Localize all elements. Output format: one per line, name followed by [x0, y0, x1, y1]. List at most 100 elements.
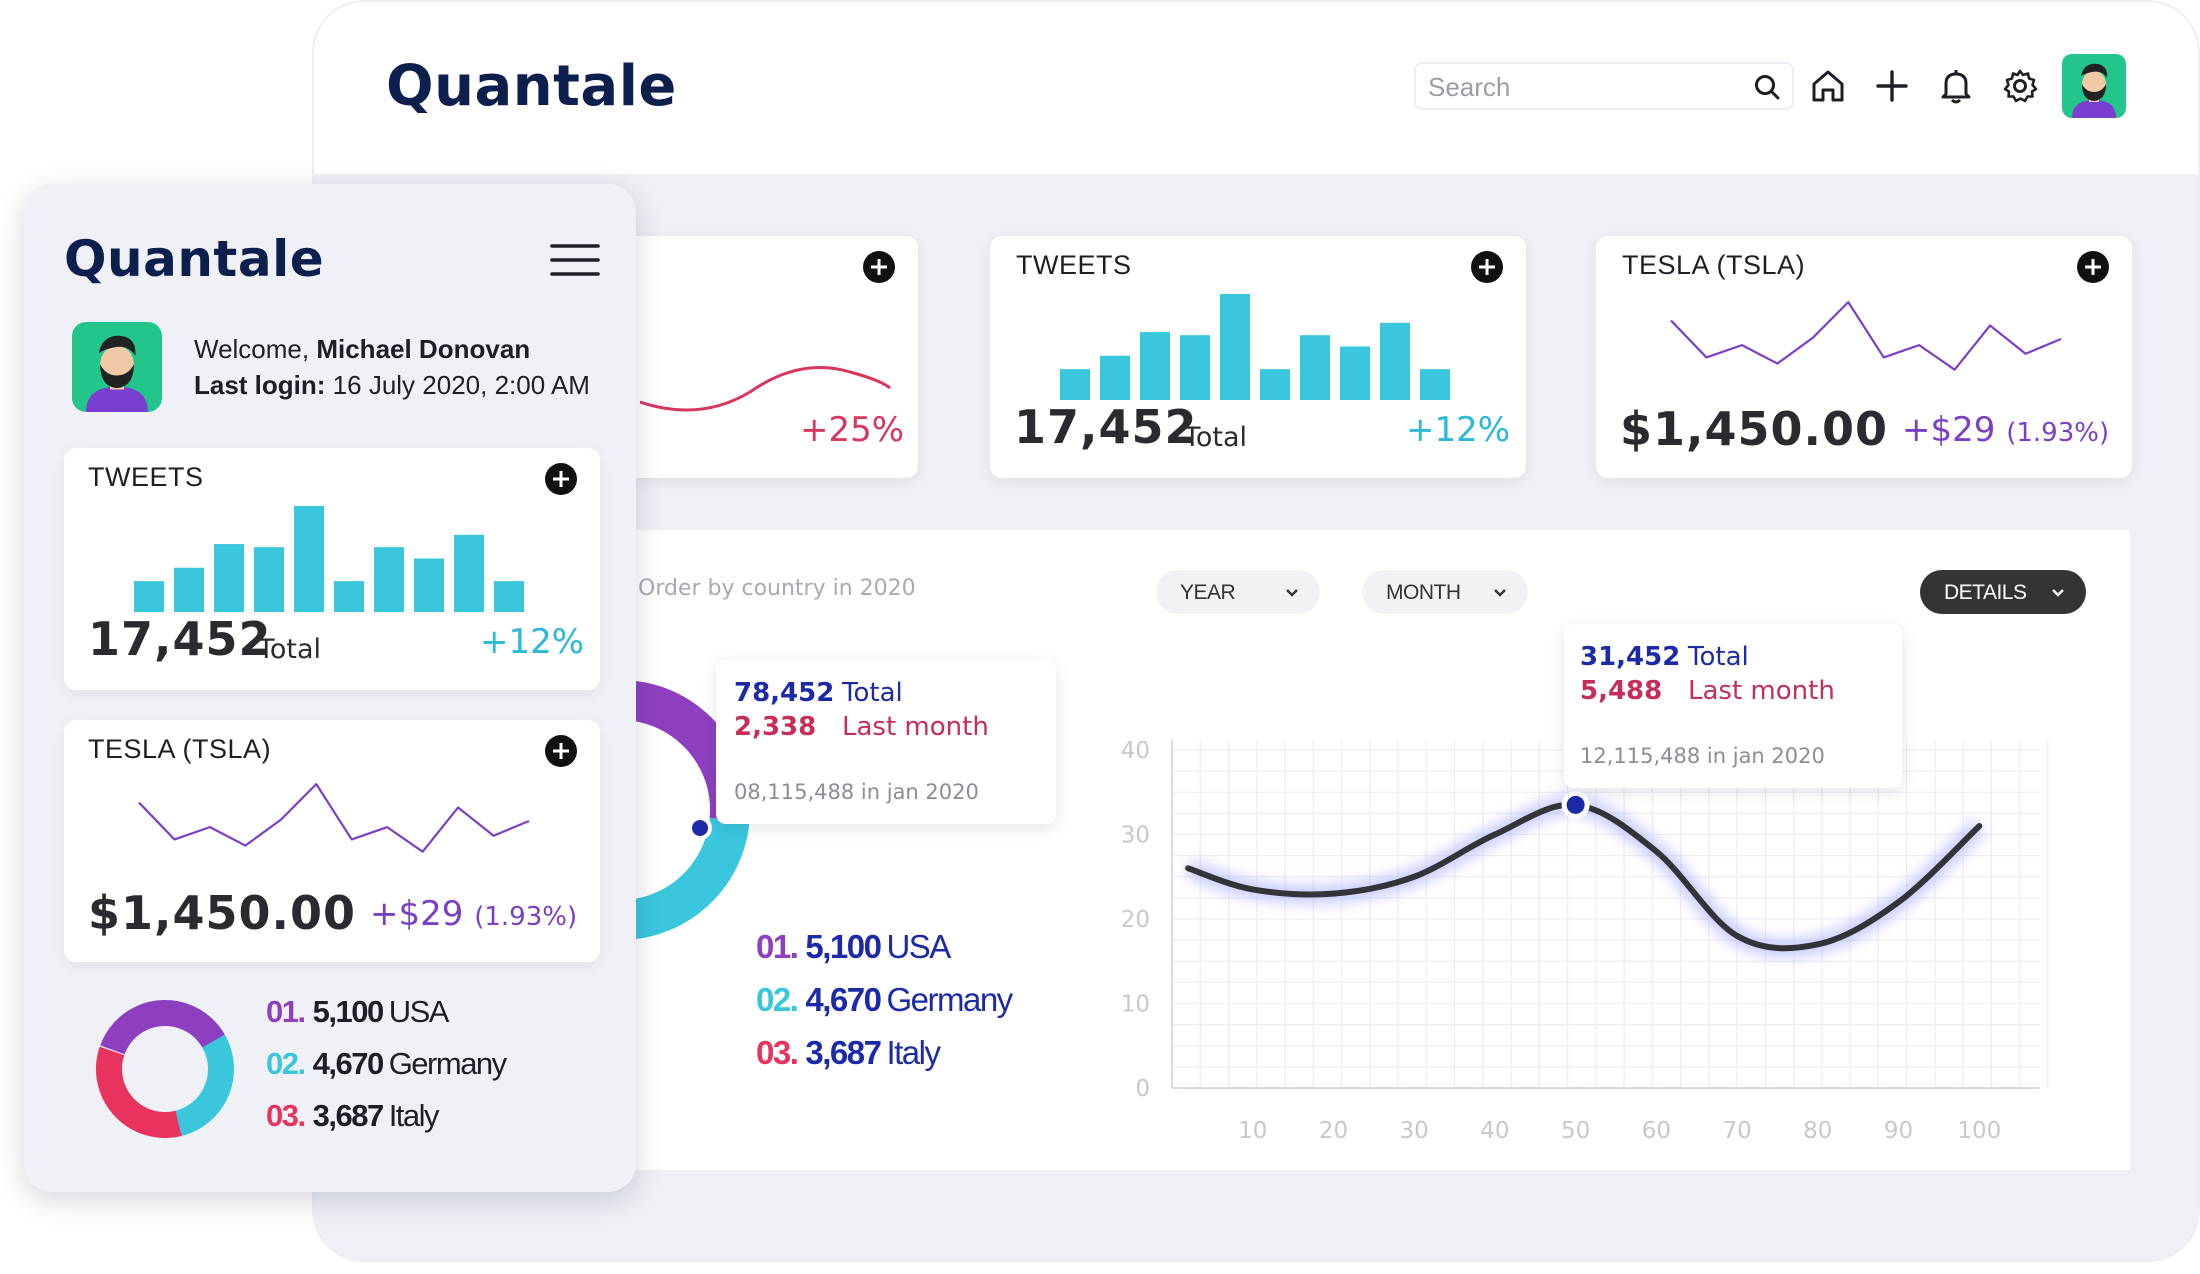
legend-country: Italy [886, 1034, 941, 1071]
legend-rank: 01. [266, 994, 306, 1029]
tesla-change-amount: +$29 [1902, 410, 1996, 450]
x-tick-label: 20 [1319, 1118, 1348, 1144]
brand-logo[interactable]: Quantale [64, 230, 325, 288]
legend-item: 03. 3,687 Italy [756, 1034, 941, 1072]
legend-country: USA [388, 994, 450, 1029]
tip-last-value: 5,488 [1580, 676, 1663, 706]
legend-country: Italy [388, 1098, 440, 1133]
tweets-title: TWEETS [1016, 250, 1132, 280]
tip-total-value: 31,452 [1580, 642, 1681, 672]
avatar[interactable] [72, 322, 162, 412]
bell-icon[interactable] [1934, 64, 1978, 108]
tip-total-value: 78,452 [734, 678, 835, 708]
tweets-bar [174, 567, 204, 612]
tesla-change-amount: +$29 [370, 894, 464, 934]
month-label: MONTH [1386, 581, 1461, 604]
tesla-change: +$29 (1.93%) [1902, 410, 2109, 450]
tesla-card: TESLA (TSLA) $1,450.00 +$29 (1.93%) [1596, 236, 2132, 478]
menu-icon[interactable] [550, 242, 600, 278]
legend-value: 3,687 [805, 1034, 882, 1071]
tesla-change: +$29 (1.93%) [370, 894, 577, 934]
details-button[interactable]: DETAILS [1920, 570, 2086, 614]
tip-total-label: Total [842, 678, 903, 708]
y-tick-label: 20 [1121, 907, 1150, 933]
tweets-bar [1180, 335, 1210, 400]
legend-country: Germany [388, 1046, 507, 1081]
tip-last-value: 2,338 [734, 712, 817, 742]
search-bar[interactable] [1414, 62, 1794, 110]
tweets-value: 17,452 [1014, 400, 1198, 454]
x-tick-label: 40 [1480, 1118, 1509, 1144]
y-tick-label: 30 [1121, 823, 1150, 849]
chevron-down-icon [1286, 589, 1298, 597]
x-tick-label: 80 [1803, 1118, 1832, 1144]
tweets-bar [1060, 369, 1090, 400]
tweets-bar [1340, 346, 1370, 400]
tweets-card: TWEETS 17,452 Total +12% [64, 448, 600, 690]
legend-country: Germany [886, 981, 1013, 1018]
y-tick-label: 0 [1135, 1076, 1150, 1102]
mobile-dashboard: Quantale Welcome, Michael Donovan Last l… [24, 184, 636, 1192]
tesla-series-line [138, 783, 530, 853]
plus-icon[interactable] [1870, 64, 1914, 108]
legend-item: 02. 4,670 Germany [266, 1046, 507, 1082]
tweets-bar [454, 534, 484, 612]
last-login-label: Last login: [194, 370, 326, 400]
avatar[interactable] [2062, 54, 2126, 118]
tesla-value: $1,450.00 [88, 886, 356, 940]
search-icon[interactable] [1752, 72, 1782, 102]
gear-icon[interactable] [1998, 64, 2042, 108]
highlight-point[interactable] [1566, 795, 1585, 814]
legend-value: 4,670 [805, 981, 882, 1018]
tesla-title: TESLA (TSLA) [88, 734, 272, 764]
add-icon[interactable] [862, 250, 896, 284]
tip-total-label: Total [1688, 642, 1749, 672]
search-input[interactable] [1428, 70, 1728, 104]
x-tick-label: 30 [1400, 1118, 1429, 1144]
x-tick-label: 70 [1722, 1118, 1751, 1144]
tweets-bar [214, 544, 244, 612]
legend-value: 5,100 [805, 928, 882, 965]
tweets-bar [294, 506, 324, 612]
add-icon[interactable] [544, 462, 578, 496]
tesla-card: TESLA (TSLA) $1,450.00 +$29 (1.93%) [64, 720, 600, 962]
tweets-bar [134, 581, 164, 612]
legend-value: 5,100 [312, 994, 385, 1029]
legend-country: USA [886, 928, 951, 965]
add-icon[interactable] [544, 734, 578, 768]
add-icon[interactable] [2076, 250, 2110, 284]
first-change: +25% [800, 410, 905, 450]
chevron-down-icon [1494, 589, 1506, 597]
x-tick-label: 10 [1238, 1118, 1267, 1144]
month-dropdown[interactable]: MONTH [1362, 570, 1528, 614]
add-icon[interactable] [1470, 250, 1504, 284]
legend-rank: 03. [756, 1034, 799, 1071]
legend-rank: 03. [266, 1098, 306, 1133]
tweets-change: +12% [1406, 410, 1511, 450]
tip-last-label: Last month [1688, 676, 1835, 706]
desktop-header: Quantale [314, 2, 2198, 174]
user-name: Michael Donovan [316, 334, 531, 364]
orders-caption: Order by country in 2020 [638, 576, 916, 601]
tweets-bar [254, 547, 284, 612]
legend-item: 02. 4,670 Germany [756, 981, 1013, 1019]
orders-donut-chart [96, 1000, 234, 1138]
tweets-value: 17,452 [88, 612, 272, 666]
home-icon[interactable] [1806, 64, 1850, 108]
legend-rank: 02. [266, 1046, 306, 1081]
tweets-card: TWEETS 17,452 Total +12% [990, 236, 1526, 478]
tesla-title: TESLA (TSLA) [1622, 250, 1806, 280]
tweets-bar-chart [134, 506, 524, 612]
x-tick-label: 90 [1884, 1118, 1913, 1144]
welcome-text: Welcome, Michael Donovan [194, 334, 530, 365]
year-label: YEAR [1180, 581, 1236, 604]
tweets-bar [1260, 369, 1290, 400]
tip-last-label: Last month [842, 712, 989, 742]
tweets-change: +12% [480, 622, 585, 662]
tweets-bar [1420, 369, 1450, 400]
brand-logo[interactable]: Quantale [386, 54, 677, 119]
sparkline-first [640, 366, 891, 412]
tweets-bar [1100, 355, 1130, 400]
tweets-bar [334, 581, 364, 612]
year-dropdown[interactable]: YEAR [1156, 570, 1320, 614]
